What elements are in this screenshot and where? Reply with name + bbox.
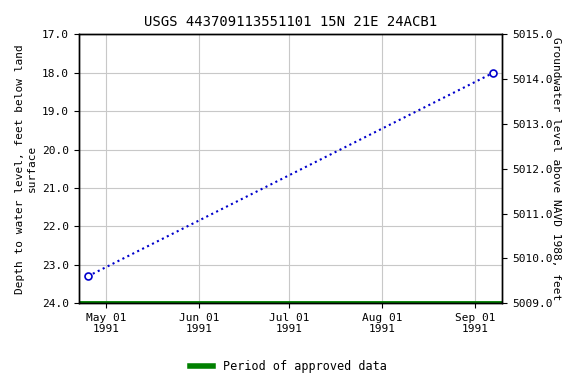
Legend: Period of approved data: Period of approved data [185, 356, 391, 378]
Y-axis label: Depth to water level, feet below land
surface: Depth to water level, feet below land su… [15, 44, 37, 294]
Y-axis label: Groundwater level above NAVD 1988, feet: Groundwater level above NAVD 1988, feet [551, 37, 561, 300]
Title: USGS 443709113551101 15N 21E 24ACB1: USGS 443709113551101 15N 21E 24ACB1 [144, 15, 437, 29]
